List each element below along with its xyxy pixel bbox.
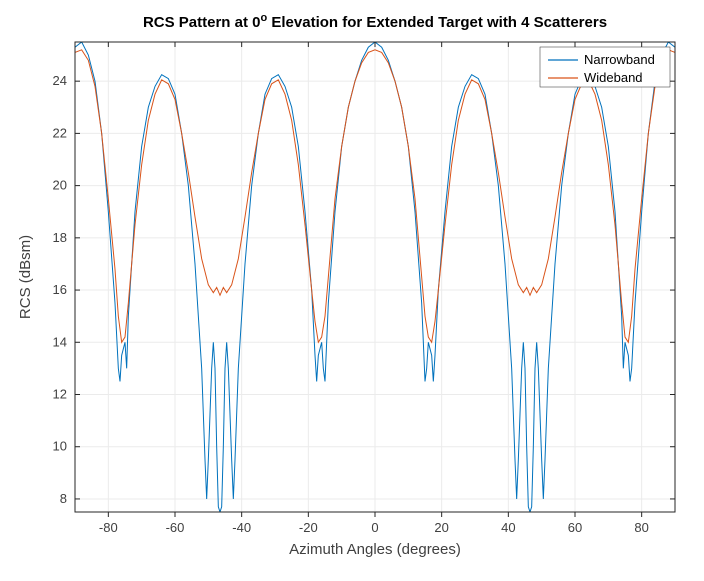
chart-title: RCS Pattern at 0o Elevation for Extended… <box>143 12 607 31</box>
y-axis-label: RCS (dBsm) <box>17 235 34 319</box>
chart-container: -80 -60 -40 -20 0 20 40 60 80 8 10 12 14 16 18 20 22 24 Az… <box>0 0 704 581</box>
y-tick-label: 14 <box>53 334 67 349</box>
x-tick-label: 40 <box>501 520 515 535</box>
y-tick-label: 22 <box>53 125 67 140</box>
y-tick-label: 12 <box>53 387 67 402</box>
y-tick-label: 18 <box>53 230 67 245</box>
x-tick-label: -40 <box>232 520 251 535</box>
rcs-chart: -80 -60 -40 -20 0 20 40 60 80 8 10 12 14 16 18 20 22 24 Az… <box>0 0 704 581</box>
x-tick-label: -60 <box>166 520 185 535</box>
y-tick-label: 8 <box>60 491 67 506</box>
legend-label: Narrowband <box>584 52 655 67</box>
legend-label: Wideband <box>584 70 643 85</box>
y-tick-label: 16 <box>53 282 67 297</box>
x-tick-label: 60 <box>568 520 582 535</box>
x-tick-label: -80 <box>99 520 118 535</box>
y-tick-label: 24 <box>53 73 67 88</box>
x-tick-label: 0 <box>371 520 378 535</box>
y-tick-label: 10 <box>53 439 67 454</box>
y-tick-label: 20 <box>53 178 67 193</box>
x-tick-label: 20 <box>434 520 448 535</box>
x-tick-label: -20 <box>299 520 318 535</box>
x-tick-label: 80 <box>634 520 648 535</box>
x-axis-label: Azimuth Angles (degrees) <box>289 541 461 558</box>
